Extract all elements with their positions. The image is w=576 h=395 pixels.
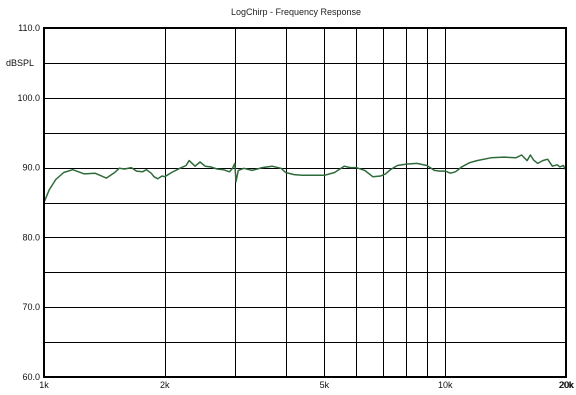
x-tick-label: 1k [39, 380, 49, 390]
x-tick-label: 20k [559, 380, 574, 390]
y-tick-label: 60.0 [22, 372, 40, 382]
plot-frame [43, 27, 567, 378]
x-tick-label: 5k [320, 380, 330, 390]
x-tick-label: 2k [160, 380, 170, 390]
y-tick-label: 90.0 [22, 163, 40, 173]
x-gridlines [44, 28, 567, 377]
y-tick-label: 100.0 [17, 93, 40, 103]
x-tick-label: 10k [438, 380, 453, 390]
y-axis-label: dBSPL [6, 58, 34, 68]
y-tick-label: 110.0 [18, 23, 40, 33]
y-tick-labels: 110.0 100.0 90.0 80.0 70.0 60.0 [17, 23, 40, 382]
chart-title: LogChirp - Frequency Response [231, 7, 361, 17]
response-trace [44, 154, 566, 204]
y-tick-label: 70.0 [22, 302, 40, 312]
y-gridlines [44, 28, 566, 378]
y-tick-label: 80.0 [22, 232, 40, 242]
x-tick-label-end: 20k [559, 380, 574, 390]
